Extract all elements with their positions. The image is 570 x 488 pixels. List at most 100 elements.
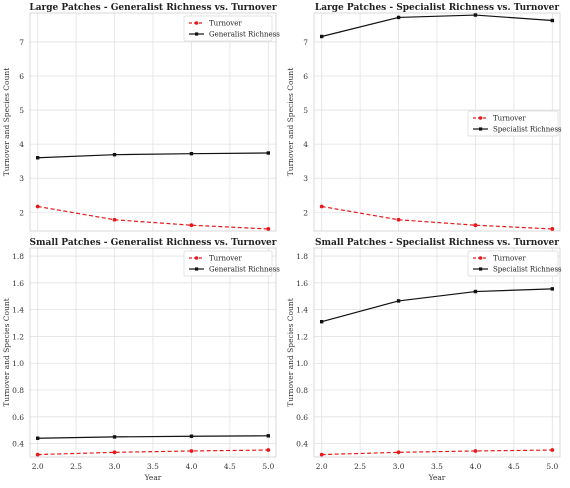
y-tick-label: 1.0	[296, 359, 308, 368]
x-tick-label: 2.5	[70, 462, 82, 471]
y-axis-label: Turnover and Species Count	[2, 68, 11, 176]
subplot-3: 0.4 0.6 0.8 1.0 1.2 1.4 1.6 1.8 2.0 2.5 3.0 3.5 4.0 4…	[2, 238, 280, 482]
y-tick-label: 4	[303, 140, 308, 149]
plot-frame	[313, 12, 561, 232]
x-axis-label: Year	[428, 473, 446, 482]
series-line-richness	[321, 288, 553, 323]
y-tick-label: 1.4	[12, 306, 24, 315]
legend-label: Generalist Richness	[209, 266, 280, 274]
legend-swatch-marker	[194, 256, 199, 260]
data-point-richness	[473, 289, 478, 294]
y-tick-label: 0.6	[12, 413, 24, 422]
legend-label: Turnover	[493, 255, 526, 263]
legend-swatch-marker	[195, 32, 199, 36]
plot-frame	[29, 12, 277, 232]
legend-swatch-marker	[478, 256, 483, 260]
data-point-richness	[396, 299, 401, 303]
x-axis-label: Year	[144, 473, 162, 482]
y-tick-label: 2	[19, 208, 24, 217]
y-tick-label: 6	[303, 72, 308, 81]
data-point-richness	[35, 156, 40, 160]
legend-swatch-marker	[479, 127, 483, 131]
y-tick-label: 1.4	[296, 306, 308, 315]
data-point-turnover	[35, 452, 40, 457]
x-tick-label: 3.5	[147, 462, 159, 471]
series-line-turnover	[321, 205, 553, 230]
legend: Turnover Generalist Richness	[183, 250, 280, 277]
data-point-richness	[396, 15, 401, 20]
y-tick-label: 1.2	[296, 332, 308, 341]
plot-frame	[313, 247, 561, 458]
data-point-richness	[189, 151, 194, 156]
y-axis-label: Turnover and Species Count	[286, 68, 295, 176]
legend: Turnover Specialist Richness	[467, 110, 562, 137]
subplot-4: 0.4 0.6 0.8 1.0 1.2 1.4 1.6 1.8 2.0 2.5 3.0 3.5 4.0 4…	[286, 238, 562, 482]
data-point-turnover	[112, 217, 117, 222]
legend-label: Specialist Richness	[493, 126, 562, 134]
legend-box	[183, 250, 273, 277]
series-line-richness	[321, 14, 553, 38]
y-tick-label: 1.8	[296, 252, 308, 261]
data-point-richness	[35, 436, 40, 440]
x-tick-label: 3.5	[431, 462, 443, 471]
data-point-turnover	[35, 204, 40, 209]
y-tick-label: 7	[19, 38, 24, 47]
legend-box	[467, 110, 559, 137]
data-point-turnover	[112, 450, 117, 455]
data-point-turnover	[266, 448, 271, 452]
data-point-turnover	[473, 449, 478, 453]
legend-label: Turnover	[493, 115, 526, 123]
subplot-title: Large Patches - Specialist Richness vs. …	[315, 3, 560, 13]
legend-label: Generalist Richness	[209, 31, 280, 39]
x-tick-label: 3.0	[393, 462, 405, 471]
y-tick-label: 4	[19, 140, 24, 149]
data-point-richness	[112, 153, 117, 157]
y-axis-label: Turnover and Species Count	[286, 298, 295, 406]
x-tick-label: 2.0	[316, 462, 328, 471]
data-point-turnover	[266, 227, 271, 231]
data-point-turnover	[550, 227, 555, 231]
x-tick-label: 2.0	[32, 462, 44, 471]
data-point-richness	[112, 435, 117, 439]
legend-label: Turnover	[209, 20, 242, 28]
y-tick-label: 1.6	[12, 279, 24, 288]
legend-label: Specialist Richness	[493, 266, 562, 274]
y-tick-label: 1.8	[12, 252, 24, 261]
series-line-richness	[37, 152, 269, 159]
y-tick-label: 2	[303, 208, 308, 217]
data-point-turnover	[189, 223, 194, 228]
data-point-turnover	[396, 217, 401, 222]
series-line-richness	[37, 435, 269, 439]
series-line-turnover	[37, 449, 269, 456]
y-tick-label: 5	[303, 106, 308, 115]
subplot-title: Small Patches - Specialist Richness vs. …	[315, 238, 559, 248]
legend: Turnover Generalist Richness	[183, 15, 280, 42]
series-line-turnover	[321, 449, 553, 456]
y-tick-label: 5	[19, 106, 24, 115]
legend-swatch-marker	[479, 267, 483, 271]
data-point-richness	[550, 287, 555, 291]
y-tick-label: 0.4	[12, 440, 24, 449]
legend-label: Turnover	[209, 255, 242, 263]
y-tick-label: 7	[303, 38, 308, 47]
legend-swatch-marker	[478, 116, 483, 120]
y-tick-label: 3	[19, 174, 24, 183]
data-point-turnover	[396, 450, 401, 455]
data-point-richness	[266, 434, 271, 438]
data-point-turnover	[473, 223, 478, 228]
series-line-turnover	[37, 205, 269, 230]
subplot-title: Large Patches - Generalist Richness vs. …	[29, 3, 277, 13]
plot-frame	[29, 247, 277, 458]
legend-swatch-marker	[195, 267, 199, 271]
y-tick-label: 0.4	[296, 440, 308, 449]
subplot-2: 2 3 4 5 6 7 Large Patches - Specialist Richnes…	[286, 3, 562, 232]
data-point-turnover	[319, 204, 324, 209]
data-point-richness	[266, 151, 271, 155]
subplot-title: Small Patches - Generalist Richness vs. …	[29, 238, 276, 248]
data-point-richness	[319, 319, 324, 324]
y-tick-label: 0.8	[296, 386, 308, 395]
x-tick-label: 4.0	[185, 462, 197, 471]
legend: Turnover Specialist Richness	[467, 250, 562, 277]
x-tick-label: 5.0	[546, 462, 558, 471]
